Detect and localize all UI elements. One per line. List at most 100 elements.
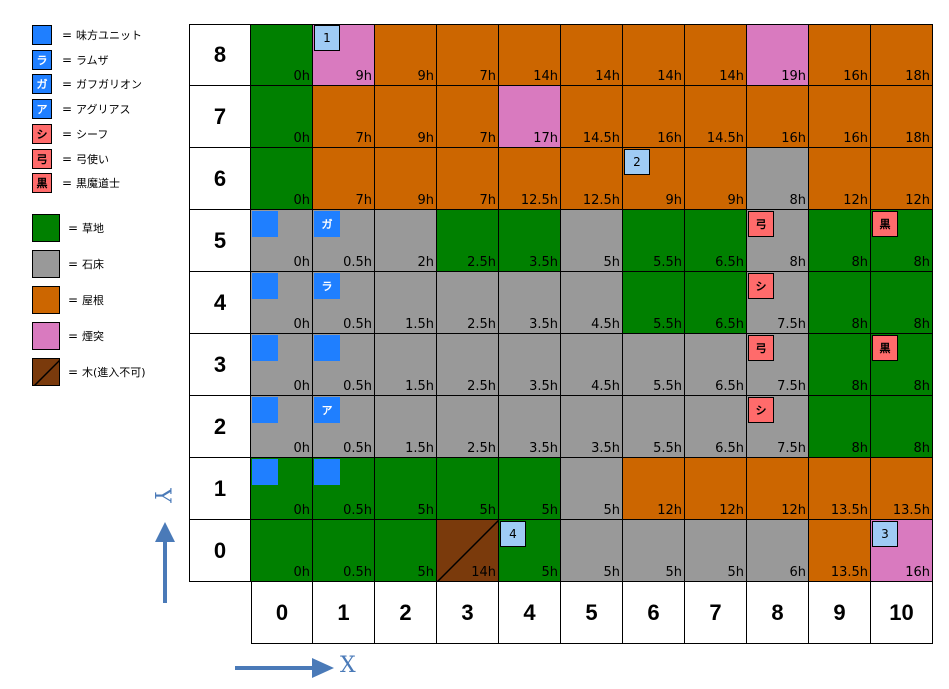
tile-roof[interactable]: 14.5h [561,86,623,148]
tile-stone[interactable]: 5h [561,520,623,582]
tile-stone[interactable]: 7.5h [747,272,809,334]
tile-grass[interactable]: 0.5h [313,458,375,520]
legend-terrain-label: 草地 [82,222,104,235]
tile-stone[interactable]: 1.5h [375,396,437,458]
tile-grass[interactable]: 8h [809,210,871,272]
tile-grass[interactable]: 0h [251,520,313,582]
tile-stone[interactable]: 5h [623,520,685,582]
tile-grass[interactable]: 6.5h [685,210,747,272]
tile-chimney[interactable]: 9h [313,24,375,86]
tile-roof[interactable]: 7h [437,86,499,148]
tile-stone[interactable]: 0.5h [313,396,375,458]
tile-stone[interactable]: 3.5h [499,396,561,458]
tile-tree[interactable]: 14h [437,520,499,582]
tile-stone[interactable]: 0h [251,210,313,272]
tile-roof[interactable]: 12h [871,148,933,210]
tile-stone[interactable]: 7.5h [747,396,809,458]
tile-roof[interactable]: 9h [375,24,437,86]
tile-grass[interactable]: 0h [251,458,313,520]
tile-stone[interactable]: 0.5h [313,334,375,396]
tile-stone[interactable]: 3.5h [561,396,623,458]
tile-roof[interactable]: 16h [809,86,871,148]
tile-grass[interactable]: 5.5h [623,272,685,334]
tile-roof[interactable]: 16h [747,86,809,148]
tile-grass[interactable]: 8h [871,210,933,272]
tile-stone[interactable]: 2.5h [437,334,499,396]
tile-chimney[interactable]: 16h [871,520,933,582]
tile-roof[interactable]: 14h [623,24,685,86]
tile-roof[interactable]: 9h [375,86,437,148]
tile-roof[interactable]: 12h [747,458,809,520]
tile-stone[interactable]: 1.5h [375,272,437,334]
tile-grass[interactable]: 3.5h [499,210,561,272]
tile-stone[interactable]: 0h [251,334,313,396]
tile-roof[interactable]: 13.5h [809,458,871,520]
tile-grass[interactable]: 8h [809,334,871,396]
tile-grass[interactable]: 5.5h [623,210,685,272]
tile-grass[interactable]: 8h [871,272,933,334]
tile-grass[interactable]: 5h [437,458,499,520]
tile-stone[interactable]: 3.5h [499,334,561,396]
tile-roof[interactable]: 9h [375,148,437,210]
tile-stone[interactable]: 6h [747,520,809,582]
tile-stone[interactable]: 5h [561,458,623,520]
tile-roof[interactable]: 13.5h [871,458,933,520]
tile-roof[interactable]: 14h [499,24,561,86]
tile-grass[interactable]: 0h [251,86,313,148]
tile-roof[interactable]: 9h [685,148,747,210]
tile-stone[interactable]: 5h [561,210,623,272]
tile-roof[interactable]: 7h [437,148,499,210]
tile-grass[interactable]: 0h [251,148,313,210]
tile-roof[interactable]: 18h [871,86,933,148]
tile-roof[interactable]: 16h [623,86,685,148]
tile-roof[interactable]: 14.5h [685,86,747,148]
tile-grass[interactable]: 6.5h [685,272,747,334]
tile-roof[interactable]: 12h [685,458,747,520]
tile-grass[interactable]: 8h [871,396,933,458]
tile-stone[interactable]: 0h [251,396,313,458]
tile-grass[interactable]: 0.5h [313,520,375,582]
tile-stone[interactable]: 2.5h [437,396,499,458]
tile-chimney[interactable]: 19h [747,24,809,86]
tile-stone[interactable]: 8h [747,210,809,272]
tile-roof[interactable]: 13.5h [809,520,871,582]
tile-stone[interactable]: 0.5h [313,272,375,334]
tile-roof[interactable]: 12h [623,458,685,520]
tile-chimney[interactable]: 17h [499,86,561,148]
tile-stone[interactable]: 5.5h [623,334,685,396]
tile-stone[interactable]: 8h [747,148,809,210]
tile-roof[interactable]: 7h [313,86,375,148]
tile-grass[interactable]: 5h [499,458,561,520]
tile-roof[interactable]: 9h [623,148,685,210]
tile-stone[interactable]: 6.5h [685,396,747,458]
tile-roof[interactable]: 16h [809,24,871,86]
tile-stone[interactable]: 3.5h [499,272,561,334]
tile-grass[interactable]: 5h [375,520,437,582]
tile-stone[interactable]: 0.5h [313,210,375,272]
tile-stone[interactable]: 5h [685,520,747,582]
tile-stone[interactable]: 5.5h [623,396,685,458]
tile-grass[interactable]: 5h [499,520,561,582]
tile-grass[interactable]: 8h [809,396,871,458]
tile-roof[interactable]: 12.5h [561,148,623,210]
tile-roof[interactable]: 14h [685,24,747,86]
tile-grass[interactable]: 8h [809,272,871,334]
tile-roof[interactable]: 7h [437,24,499,86]
tile-roof[interactable]: 14h [561,24,623,86]
tile-stone[interactable]: 2.5h [437,272,499,334]
tile-stone[interactable]: 0h [251,272,313,334]
tile-roof[interactable]: 12.5h [499,148,561,210]
tile-stone[interactable]: 2h [375,210,437,272]
tile-stone[interactable]: 7.5h [747,334,809,396]
tile-grass[interactable]: 0h [251,24,313,86]
tile-stone[interactable]: 4.5h [561,334,623,396]
tile-grass[interactable]: 2.5h [437,210,499,272]
tile-roof[interactable]: 12h [809,148,871,210]
tile-grass[interactable]: 8h [871,334,933,396]
tile-roof[interactable]: 7h [313,148,375,210]
tile-stone[interactable]: 4.5h [561,272,623,334]
tile-stone[interactable]: 1.5h [375,334,437,396]
tile-grass[interactable]: 5h [375,458,437,520]
tile-roof[interactable]: 18h [871,24,933,86]
tile-stone[interactable]: 6.5h [685,334,747,396]
